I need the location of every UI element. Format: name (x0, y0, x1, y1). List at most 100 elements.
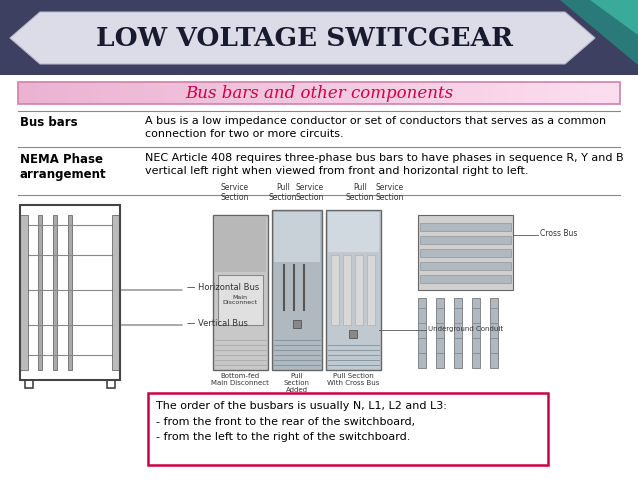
Bar (112, 215, 120, 370)
Bar (379, 82, 385, 104)
Bar (223, 82, 229, 104)
Bar (572, 82, 578, 104)
Bar (418, 298, 426, 368)
Bar (391, 82, 397, 104)
Bar (228, 82, 235, 104)
Bar (126, 82, 133, 104)
Bar (186, 82, 193, 104)
Text: NEC Article 408 requires three-phase bus bars to have phases in sequence R, Y an: NEC Article 408 requires three-phase bus… (145, 153, 623, 176)
Bar (241, 82, 247, 104)
Text: Bus bars and other components: Bus bars and other components (185, 84, 453, 102)
Bar (247, 82, 253, 104)
Bar (277, 82, 283, 104)
Bar (403, 82, 410, 104)
Bar (463, 82, 470, 104)
Bar (608, 82, 614, 104)
Bar (427, 82, 433, 104)
Bar (452, 82, 457, 104)
Bar (313, 82, 319, 104)
Bar (30, 82, 36, 104)
Text: LOW VOLTAGE SWITCGEAR: LOW VOLTAGE SWITCGEAR (96, 27, 514, 51)
Bar (524, 82, 530, 104)
Bar (596, 82, 602, 104)
Bar (265, 82, 271, 104)
Bar (259, 82, 265, 104)
Bar (410, 82, 415, 104)
Bar (536, 82, 542, 104)
Bar (175, 82, 181, 104)
Bar (114, 82, 121, 104)
Bar (163, 82, 168, 104)
Bar (420, 249, 511, 257)
Text: — Vertical Bus: — Vertical Bus (187, 318, 248, 327)
Bar (454, 298, 462, 368)
Bar (90, 82, 96, 104)
Bar (343, 82, 349, 104)
Text: Pull
Section: Pull Section (269, 182, 297, 202)
Bar (54, 82, 60, 104)
Bar (475, 82, 482, 104)
Bar (420, 262, 511, 270)
Bar (84, 82, 91, 104)
Text: Service
Section: Service Section (296, 182, 324, 202)
Bar (78, 82, 84, 104)
Bar (213, 215, 268, 370)
Text: NEMA Phase
arrangement: NEMA Phase arrangement (20, 153, 107, 181)
Bar (193, 82, 198, 104)
Text: Underground Conduit: Underground Conduit (428, 326, 503, 332)
Bar (107, 380, 115, 388)
Bar (367, 82, 373, 104)
Bar (283, 82, 289, 104)
Polygon shape (560, 0, 638, 65)
Bar (48, 82, 54, 104)
Bar (325, 82, 331, 104)
Bar (361, 82, 367, 104)
Bar (151, 82, 156, 104)
Bar (217, 82, 223, 104)
Bar (470, 82, 475, 104)
Bar (355, 255, 363, 325)
Text: Service
Section: Service Section (376, 182, 404, 202)
Bar (72, 82, 78, 104)
Bar (205, 82, 211, 104)
Bar (293, 320, 301, 328)
Bar (343, 255, 351, 325)
Bar (102, 82, 108, 104)
Bar (168, 82, 175, 104)
Bar (331, 255, 339, 325)
Bar (367, 255, 375, 325)
Bar (494, 82, 500, 104)
Bar (457, 82, 464, 104)
Bar (144, 82, 151, 104)
Bar (68, 215, 72, 370)
Bar (328, 212, 379, 252)
Bar (253, 82, 259, 104)
Bar (331, 82, 337, 104)
Bar (415, 82, 422, 104)
Bar (274, 212, 320, 262)
Bar (420, 236, 511, 244)
Bar (132, 82, 138, 104)
Text: Cross Bus: Cross Bus (540, 230, 577, 239)
Bar (445, 82, 452, 104)
Bar (121, 82, 126, 104)
Text: Pull
Section: Pull Section (346, 182, 375, 202)
Bar (512, 82, 518, 104)
Bar (215, 217, 266, 272)
Text: Main
Disconnect: Main Disconnect (223, 295, 258, 305)
Bar (542, 82, 548, 104)
Bar (138, 82, 144, 104)
Bar (614, 82, 620, 104)
Bar (218, 275, 263, 325)
Bar (420, 223, 511, 231)
Bar (566, 82, 572, 104)
Bar (590, 82, 596, 104)
Bar (487, 82, 494, 104)
Bar (433, 82, 440, 104)
Bar (53, 215, 57, 370)
Bar (18, 82, 24, 104)
Bar (272, 210, 322, 370)
Bar (349, 330, 357, 338)
Bar (25, 380, 33, 388)
Bar (319, 82, 325, 104)
